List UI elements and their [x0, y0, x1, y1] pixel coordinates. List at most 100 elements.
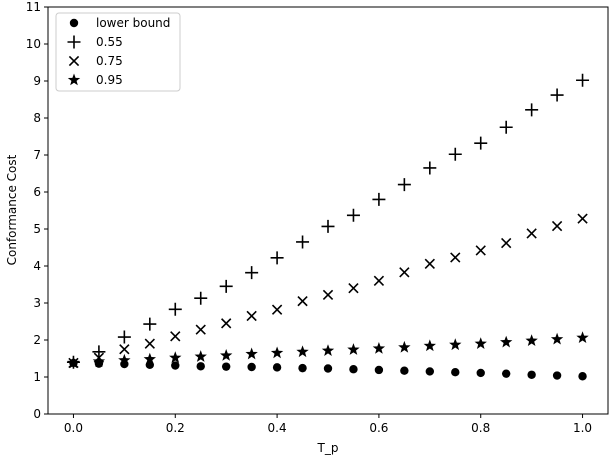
x-tick-label: 0.0	[64, 421, 83, 435]
y-tick-label: 9	[33, 74, 41, 88]
data-point-star	[118, 353, 131, 366]
legend-box	[55, 12, 181, 92]
data-point-circle	[400, 366, 409, 375]
data-point-star	[92, 354, 106, 367]
data-point-x	[526, 228, 537, 239]
data-point-star	[194, 350, 207, 362]
data-point-x	[348, 283, 359, 294]
x-tick-label: 0.4	[268, 421, 287, 435]
data-point-plus	[245, 266, 259, 280]
data-point-star	[500, 335, 513, 348]
data-point-star	[372, 342, 386, 354]
data-point-x	[221, 318, 232, 329]
legend-label-0-75: 0.75	[96, 54, 123, 68]
data-point-x	[424, 258, 435, 269]
y-tick-label: 0	[33, 407, 41, 421]
data-point-star	[474, 337, 487, 349]
data-point-x	[501, 237, 512, 249]
data-point-circle	[298, 363, 307, 373]
y-tick-label: 10	[26, 37, 41, 51]
data-point-star	[347, 343, 360, 355]
legend-marker-x	[68, 55, 80, 67]
data-point-plus	[423, 161, 437, 175]
data-point-star	[525, 334, 538, 346]
data-point-circle	[578, 372, 587, 381]
data-point-x	[373, 275, 385, 286]
data-point-circle	[323, 364, 333, 373]
data-point-x	[450, 252, 461, 263]
data-point-x	[195, 324, 206, 335]
data-point-plus	[474, 136, 488, 150]
data-point-star	[550, 332, 564, 345]
data-point-x	[246, 310, 257, 322]
data-point-circle	[476, 368, 485, 378]
y-tick-label: 5	[33, 222, 41, 236]
data-point-star	[143, 352, 156, 365]
data-point-star	[169, 351, 182, 364]
data-point-plus	[525, 103, 539, 117]
series-0-55	[66, 73, 590, 369]
data-point-circle	[501, 369, 511, 378]
data-point-star	[270, 346, 284, 359]
x-axis-ticks: 0.0 0.2 0.4 0.6 0.8 1.0	[64, 414, 592, 435]
series-0-75	[68, 213, 588, 369]
legend-markers	[67, 18, 81, 86]
data-point-star	[220, 349, 233, 361]
data-point-x	[170, 331, 181, 342]
data-point-circle	[272, 363, 282, 372]
data-point-plus	[117, 330, 131, 344]
data-point-x	[399, 267, 410, 278]
data-point-star	[245, 347, 258, 360]
data-point-x	[551, 220, 563, 232]
legend-label-0-95: 0.95	[96, 73, 123, 87]
data-point-circle	[451, 367, 460, 377]
data-point-plus	[576, 73, 590, 87]
legend: lower bound 0.55 0.75 0.95	[55, 12, 181, 92]
data-point-star	[423, 339, 436, 352]
data-point-circle	[221, 362, 231, 371]
data-point-circle	[196, 362, 205, 371]
data-point-plus	[372, 192, 386, 206]
data-point-star	[449, 338, 462, 351]
legend-marker-star	[67, 73, 81, 86]
data-point-x	[297, 295, 308, 307]
data-point-x	[475, 245, 486, 256]
data-point-plus	[270, 251, 284, 265]
data-point-plus	[321, 219, 335, 233]
data-point-plus	[296, 235, 310, 249]
data-point-star	[321, 344, 335, 356]
data-point-plus	[143, 317, 157, 331]
x-tick-label: 0.2	[166, 421, 185, 435]
data-point-x	[577, 213, 588, 224]
data-point-x	[144, 338, 155, 349]
data-point-star	[67, 356, 80, 369]
data-point-circle	[171, 361, 180, 370]
data-point-plus	[219, 279, 233, 293]
data-point-circle	[374, 365, 384, 375]
y-tick-label: 6	[33, 185, 41, 199]
y-axis-ticks: 0 1 2 3 4 5 6 7 8 9 10 11	[26, 0, 48, 421]
x-tick-label: 1.0	[573, 421, 592, 435]
data-point-star	[296, 345, 309, 358]
y-tick-label: 1	[33, 370, 41, 384]
data-point-plus	[448, 147, 462, 161]
legend-label-0-55: 0.55	[96, 35, 123, 49]
data-point-circle	[349, 365, 358, 374]
data-points	[66, 73, 590, 381]
legend-marker-plus	[67, 35, 81, 49]
series-0-95	[67, 331, 589, 369]
legend-marker-circle	[69, 18, 79, 28]
data-point-x	[119, 344, 130, 355]
data-point-plus	[346, 208, 360, 222]
data-point-circle	[425, 367, 435, 376]
x-tick-label: 0.8	[471, 421, 490, 435]
data-point-star	[398, 340, 411, 353]
data-point-circle	[552, 371, 562, 380]
x-tick-label: 0.6	[369, 421, 388, 435]
data-point-plus	[499, 120, 513, 134]
data-point-x	[322, 289, 334, 301]
data-point-star	[576, 331, 589, 344]
data-point-plus	[397, 178, 411, 192]
legend-label-lower-bound: lower bound	[96, 16, 170, 30]
